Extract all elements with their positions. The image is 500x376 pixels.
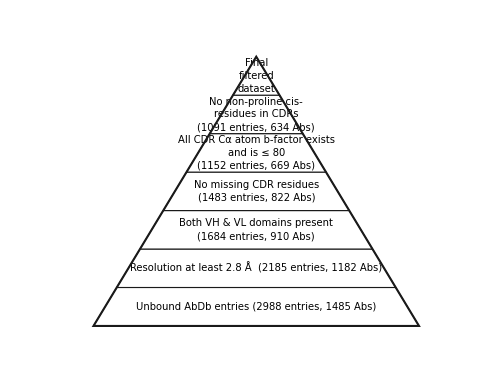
Text: Unbound AbDb entries (2988 entries, 1485 Abs): Unbound AbDb entries (2988 entries, 1485… bbox=[136, 302, 376, 312]
Polygon shape bbox=[163, 172, 349, 211]
Polygon shape bbox=[94, 288, 419, 326]
Polygon shape bbox=[210, 95, 303, 133]
Text: Final
filtered
dataset: Final filtered dataset bbox=[238, 58, 275, 94]
Polygon shape bbox=[140, 211, 372, 249]
Text: No non-proline cis-
residues in CDRs
(1091 entries, 634 Abs): No non-proline cis- residues in CDRs (10… bbox=[198, 97, 315, 132]
Text: Resolution at least 2.8 Å  (2185 entries, 1182 Abs): Resolution at least 2.8 Å (2185 entries,… bbox=[130, 262, 382, 274]
Text: All CDR Cα atom b-factor exists
and is ≤ 80
(1152 entries, 669 Abs): All CDR Cα atom b-factor exists and is ≤… bbox=[178, 135, 335, 171]
Polygon shape bbox=[186, 133, 326, 172]
Polygon shape bbox=[117, 249, 396, 288]
Text: Both VH & VL domains present
(1684 entries, 910 Abs): Both VH & VL domains present (1684 entri… bbox=[180, 218, 333, 241]
Text: No missing CDR residues
(1483 entries, 822 Abs): No missing CDR residues (1483 entries, 8… bbox=[194, 180, 319, 203]
Polygon shape bbox=[233, 57, 280, 95]
